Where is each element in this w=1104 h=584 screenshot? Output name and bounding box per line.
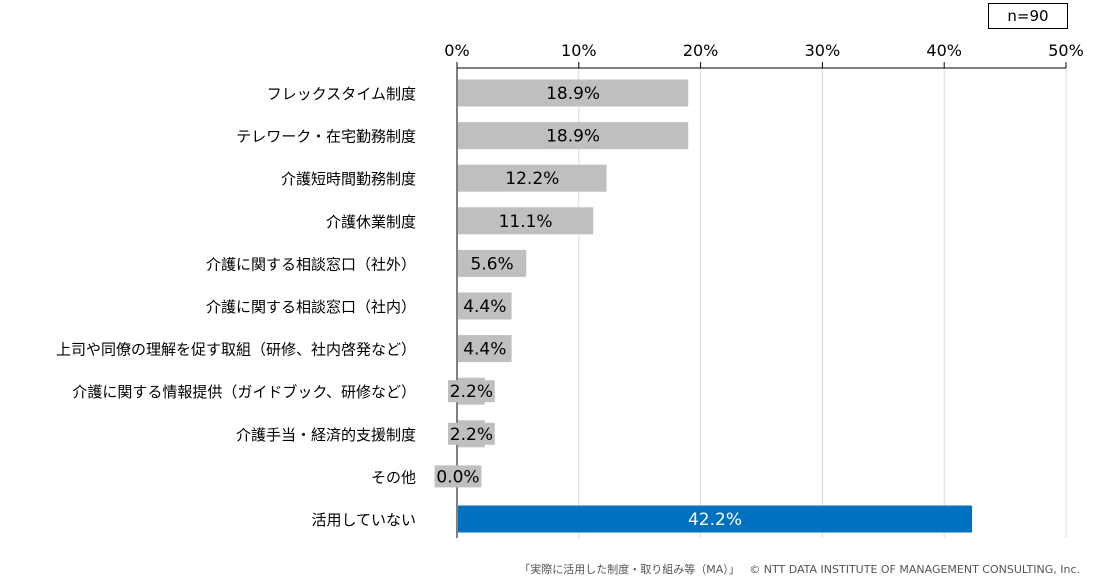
category-label: 介護手当・経済的支援制度 [236,426,416,444]
bars [458,79,972,533]
data-label-background [461,337,509,360]
data-label-background [503,167,561,190]
sample-size-box: n=90 [988,3,1068,29]
data-label: 4.4% [463,340,506,360]
data-label: 18.9% [546,84,600,104]
data-label-background [447,380,495,403]
data-labels: 18.9% 18.9% 12.2% 11.1% 5.6% 4.4% 4.4% 2.2% 2.2%… [434,82,742,530]
data-label: 12.2% [505,169,559,189]
footer-copyright: © NTT DATA INSTITUTE OF MANAGEMENT CONSU… [749,563,1080,576]
category-label: 活用していない [311,511,416,529]
data-label: 0.0% [436,467,479,487]
data-label-background [544,124,602,147]
data-label-background [447,422,495,445]
x-tick-label: 10% [561,41,597,60]
category-label: 介護短時間勤務制度 [281,170,416,188]
x-tick-label: 20% [683,41,719,60]
x-tick-label: 50% [1048,41,1084,60]
category-label: 介護に関する相談窓口（社外） [206,255,416,273]
category-label: テレワーク・在宅勤務制度 [236,128,416,146]
footer: 「実際に活用した制度・取り組み等（MA）」 © NTT DATA INSTITU… [0,561,1080,577]
data-label-background [468,252,516,275]
category-label: 上司や同僚の理解を促す取組（研修、社内啓発など） [56,341,416,359]
category-label: 介護に関する相談窓口（社内） [206,298,416,316]
bar [458,505,972,533]
x-tick-label: 30% [805,41,841,60]
data-label-background [544,82,602,104]
data-label: 42.2% [688,510,742,530]
category-label: 介護休業制度 [326,213,416,231]
x-tick-label: 0% [444,41,469,60]
category-label: フレックスタイム制度 [267,85,416,103]
data-label: 4.4% [463,297,506,317]
data-label: 11.1% [499,212,553,232]
data-label-background [497,209,555,232]
data-label-background [461,295,509,317]
category-label: その他 [371,468,416,486]
x-tick-label: 40% [926,41,962,60]
data-label-background [434,465,482,488]
gridlines [578,68,1067,538]
data-label: 2.2% [450,382,493,402]
footer-source: 「実際に活用した制度・取り組み等（MA）」 [519,563,740,576]
data-label: 5.6% [471,254,514,274]
x-axis: 0% 10% 20% 30% 40% 50% [444,41,1084,538]
data-label: 18.9% [546,127,600,147]
data-label: 2.2% [450,425,493,445]
category-labels: フレックスタイム制度テレワーク・在宅勤務制度介護短時間勤務制度介護休業制度介護に… [56,85,416,529]
category-label: 介護に関する情報提供（ガイドブック、研修など） [72,383,416,401]
